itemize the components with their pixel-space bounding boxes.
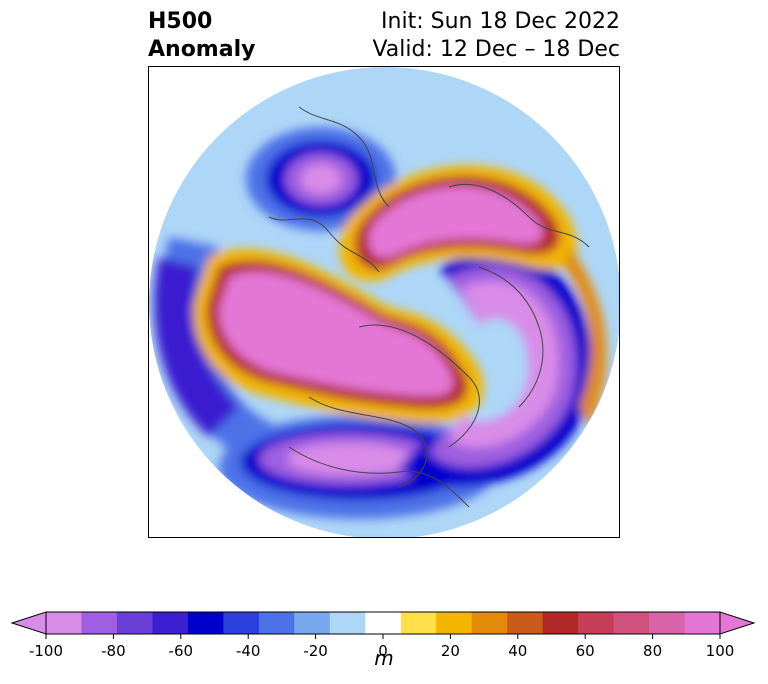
colorbar: -100 -80 -60 -40 -20 0 20 40 60 80 100 [10,611,756,660]
colorbar-tick-label: 40 [508,642,527,660]
colorbar-bins [46,612,721,634]
colorbar-bin [400,612,437,634]
colorbar-bin [613,612,650,634]
colorbar-units: m [374,646,394,670]
init-label: Init: Sun 18 Dec 2022 [381,9,620,34]
colorbar-tick-label: -80 [101,642,126,660]
map-title: H500 Anomaly [148,8,255,64]
colorbar-bin [223,612,260,634]
colorbar-tick-label: 100 [706,642,735,660]
colorbar-bin [81,612,118,634]
colorbar-bin [258,612,295,634]
colorbar-bin [365,612,402,634]
colorbar-tick-label: -20 [303,642,328,660]
colorbar-tick-label: 20 [441,642,460,660]
colorbar-bin [471,612,508,634]
colorbar-bin [187,612,224,634]
colorbar-bin [329,612,366,634]
field-label: Anomaly [148,37,256,62]
colorbar-bin [116,612,154,634]
map-panel [148,66,620,538]
colorbar-bin [294,612,331,634]
colorbar-bin [507,612,544,634]
colorbar-bin [578,612,615,634]
colorbar-bin [684,612,721,634]
colorbar-tick-label: 60 [576,642,595,660]
valid-label: Valid: 12 Dec – 18 Dec [372,37,620,62]
coastlines [268,106,590,508]
colorbar-ticks: -100 -80 -60 -40 -20 0 20 40 60 80 100 [29,634,734,660]
colorbar-bin [649,612,686,634]
colorbar-bin [436,612,473,634]
colorbar-bin [152,612,189,634]
colorbar-tick-label: -40 [236,642,261,660]
time-info: Init: Sun 18 Dec 2022 Valid: 12 Dec – 18… [372,8,620,64]
colorbar-tick-label: 80 [643,642,662,660]
colorbar-bin [46,612,83,634]
colorbar-tick-label: 0 [378,642,388,660]
colorbar-bin [542,612,579,634]
colorbar-tick-label: -60 [169,642,194,660]
colorbar-tick-label: -100 [29,642,63,660]
colorbar-extend-low [10,611,47,635]
colorbar-extend-high [719,611,756,635]
anomaly-map [149,67,619,537]
variable-label: H500 [148,9,213,34]
